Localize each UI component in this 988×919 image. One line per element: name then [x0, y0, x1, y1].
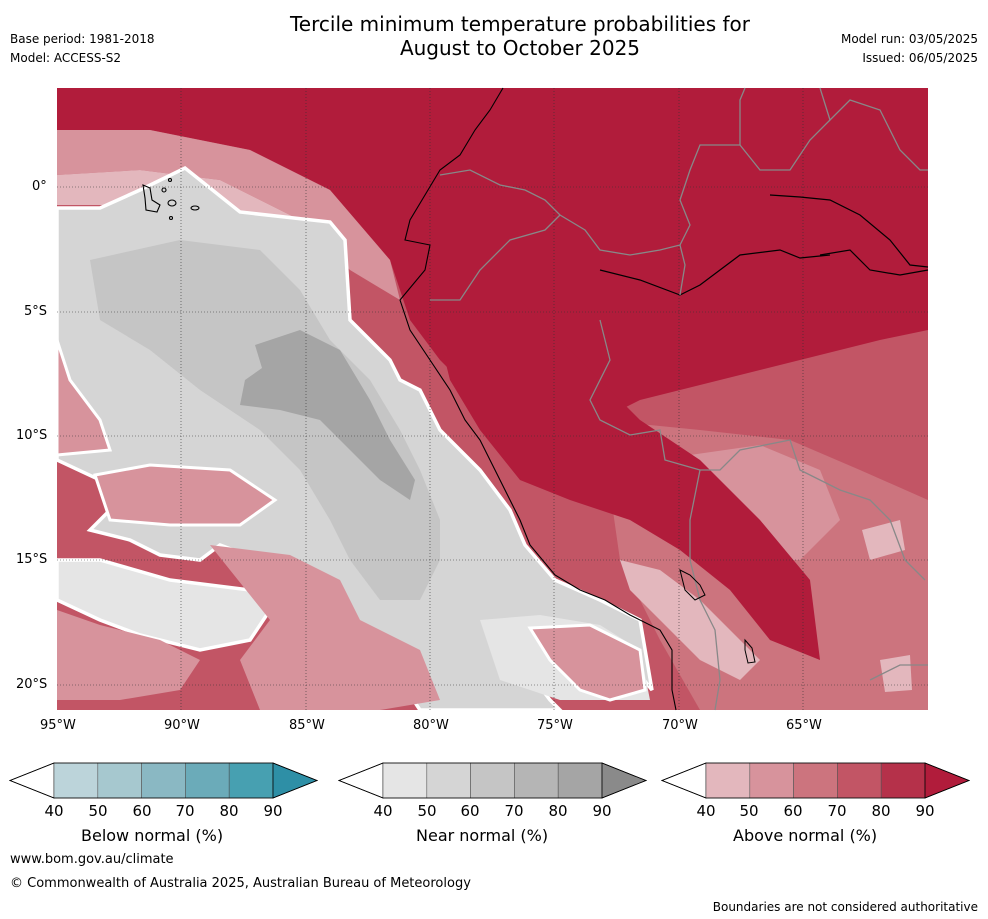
colorbar-1-segment [53, 762, 99, 799]
cb1-tick-90: 90 [263, 802, 283, 820]
cb2-tick-80: 80 [548, 802, 568, 820]
lake-titicaca [679, 569, 706, 601]
colorbar-2-outline [337, 762, 648, 799]
colorbar-3-under-arrow [660, 762, 707, 799]
cb2-tick-40: 40 [373, 802, 393, 820]
lon-tick-90w: 90°W [164, 718, 200, 733]
website-text: www.bom.gov.au/climate [10, 852, 174, 867]
cb3-tick-80: 80 [871, 802, 891, 820]
cb3-tick-90: 90 [915, 802, 935, 820]
above-normal-50-patch [880, 655, 912, 692]
lat-tick-20s: 20°S [16, 677, 48, 692]
cb1-tick-50: 50 [88, 802, 108, 820]
lon-tick-75w: 75°W [537, 718, 573, 733]
cb1-tick-80: 80 [219, 802, 239, 820]
cb1-tick-60: 60 [132, 802, 152, 820]
colorbar-1-over-arrow [272, 762, 319, 799]
cb3-tick-70: 70 [827, 802, 847, 820]
colorbar-1-segment [141, 762, 186, 799]
above-normal-altiplano [620, 560, 760, 680]
cb1-tick-70: 70 [175, 802, 195, 820]
graticule [57, 88, 928, 710]
lat-tick-5s: 5°S [24, 304, 48, 319]
model-run-text: Model run: 03/05/2025 [840, 32, 978, 46]
title-line-1: Tercile minimum temperature probabilitie… [289, 12, 751, 36]
colorbar-3-outline [660, 762, 971, 799]
above-normal-90-inland [430, 300, 820, 660]
near-normal-50-south [57, 558, 273, 652]
disclaimer-text: Boundaries are not considered authoritat… [712, 900, 978, 914]
above-normal-coastal-pocket [527, 623, 647, 702]
coastline [399, 87, 677, 711]
colorbar-2-segment [382, 762, 428, 799]
colorbar-3-segment [880, 762, 926, 799]
base-period-text: Base period: 1981-2018 [10, 32, 155, 46]
colorbar-3-segment [749, 762, 794, 799]
map-title: Tercile minimum temperature probabilitie… [230, 12, 810, 60]
colorbar-2-over-arrow [601, 762, 648, 799]
country-borders [430, 87, 928, 711]
colorbar-3-over-arrow [924, 762, 971, 799]
colorbar-2-segment [470, 762, 515, 799]
colorbar-3-segment [793, 762, 838, 799]
cb1-tick-40: 40 [44, 802, 64, 820]
cb3-tick-60: 60 [783, 802, 803, 820]
lat-tick-10s: 10°S [16, 428, 48, 443]
colorbar-2-segment [426, 762, 471, 799]
colorbar-1-under-arrow [8, 762, 55, 799]
colorbar-2-segment [514, 762, 559, 799]
cb3-tick-50: 50 [739, 802, 759, 820]
lon-tick-70w: 70°W [662, 718, 698, 733]
above-normal-ocean-pocket [93, 463, 278, 527]
colorbar-1-outline [8, 762, 319, 799]
above-normal-ocean-south [210, 545, 440, 710]
issued-text: Issued: 06/05/2025 [862, 51, 978, 65]
lake-poopo [744, 638, 756, 664]
above-normal-ocean-southwest [57, 610, 200, 700]
lon-tick-85w: 85°W [289, 718, 325, 733]
cb1-label: Below normal (%) [81, 826, 224, 845]
cb3-tick-40: 40 [696, 802, 716, 820]
lon-tick-95w: 95°W [40, 718, 76, 733]
cb2-tick-50: 50 [417, 802, 437, 820]
cb2-tick-90: 90 [592, 802, 612, 820]
cb2-tick-60: 60 [460, 802, 480, 820]
colorbar-2-under-arrow [337, 762, 384, 799]
lat-tick-15s: 15°S [16, 552, 48, 567]
above-normal-90-zone [57, 88, 928, 440]
title-line-2: August to October 2025 [399, 36, 641, 60]
near-normal-60-zone [90, 240, 440, 600]
above-normal-60-ocean-north [57, 130, 400, 300]
galapagos-islands [142, 177, 200, 221]
lon-tick-80w: 80°W [413, 718, 449, 733]
near-normal-80-zone [240, 330, 415, 500]
lon-tick-65w: 65°W [786, 718, 822, 733]
above-normal-ocean-west [57, 339, 113, 457]
cb2-label: Near normal (%) [416, 826, 549, 845]
colorbar-1-segment [228, 762, 274, 799]
colorbar-3-segment [837, 762, 882, 799]
cb2-tick-70: 70 [504, 802, 524, 820]
lat-tick-0: 0° [32, 179, 47, 194]
colorbar-3-segment [705, 762, 751, 799]
model-text: Model: ACCESS-S2 [10, 51, 122, 65]
colorbar-1-segment [97, 762, 142, 799]
colorbar-2-segment [557, 762, 603, 799]
amazon-river [599, 194, 929, 296]
copyright-text: © Commonwealth of Australia 2025, Austra… [10, 876, 471, 891]
colorbar-1-segment [185, 762, 230, 799]
cb3-label: Above normal (%) [733, 826, 878, 845]
